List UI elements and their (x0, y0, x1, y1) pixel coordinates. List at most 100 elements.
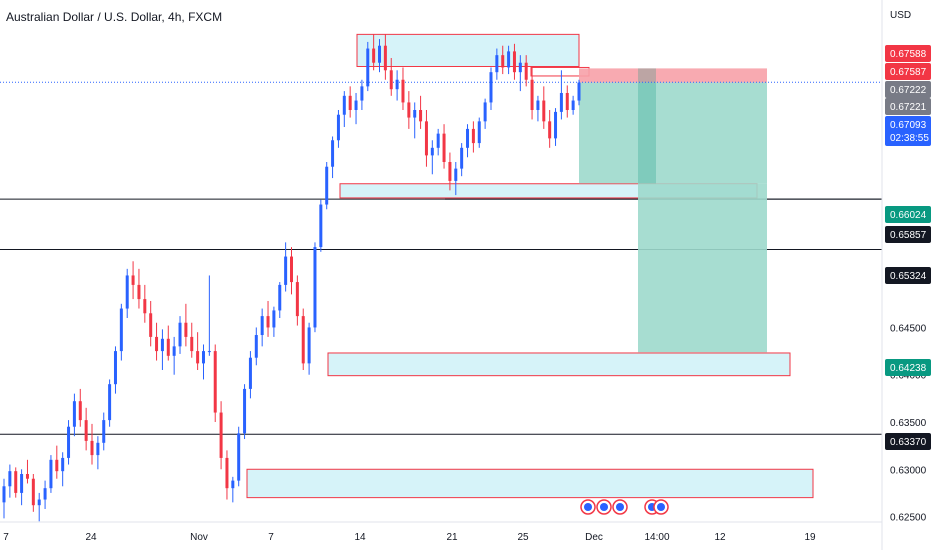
candle-body (571, 100, 575, 110)
currency-label: USD (890, 10, 912, 21)
candle-body (37, 499, 41, 506)
candle-body (207, 351, 211, 353)
candle-body (389, 70, 393, 90)
candle-body (354, 100, 358, 110)
candle-body (61, 457, 65, 472)
candle-body (536, 100, 540, 110)
candle-body (20, 474, 24, 493)
zone-rectangle (356, 33, 580, 68)
candle-body (266, 316, 270, 328)
candle-body (113, 351, 117, 385)
candle-body (166, 338, 170, 356)
candle-body (413, 110, 417, 118)
candle-body (243, 388, 247, 434)
candle-body (278, 284, 282, 311)
price-badge (885, 359, 931, 376)
price-badge-label: 0.63370 (890, 437, 927, 448)
price-badge-label: 0.67093 (890, 120, 927, 131)
candle-body (489, 72, 493, 103)
candle-body (102, 420, 106, 443)
candle-body (96, 442, 100, 456)
price-badge (885, 206, 931, 223)
price-badge (885, 63, 931, 80)
zone-rectangle (246, 468, 814, 499)
price-tick-label: 0.62500 (890, 513, 927, 524)
candle-body (348, 95, 352, 110)
candle-body (360, 86, 364, 101)
candle-body (290, 256, 293, 283)
candle-body (8, 471, 12, 487)
candle-body (55, 459, 59, 472)
candle-body (201, 351, 205, 364)
candle-body (554, 111, 558, 139)
candle-body (483, 102, 487, 122)
candle-body (178, 322, 182, 347)
candle-body (213, 351, 217, 413)
candle-body (507, 51, 511, 68)
candle-body (231, 480, 235, 489)
candle-body (137, 284, 141, 300)
candle-body (284, 256, 288, 285)
candle-body (495, 55, 499, 73)
candle-body (125, 275, 129, 309)
candle-body (542, 100, 546, 122)
time-tick-label: 7 (3, 532, 9, 543)
take-profit-area-extended (638, 183, 767, 353)
candle-body (307, 327, 311, 364)
candle-body (49, 459, 53, 489)
candle-body (31, 478, 35, 506)
candle-body (460, 147, 464, 169)
price-badge-label: 0.65324 (890, 271, 927, 282)
candle-body (160, 338, 164, 352)
candle-body (442, 133, 446, 162)
candle-body (530, 79, 534, 110)
candle-body (383, 45, 387, 71)
price-badge (885, 267, 931, 284)
candle-body (84, 420, 88, 441)
time-tick-label: Nov (190, 532, 208, 543)
candle-body (466, 128, 470, 148)
candle-body (454, 168, 458, 181)
candle-body (471, 128, 475, 144)
price-badge (885, 81, 931, 98)
candle-body (260, 316, 264, 336)
candle-body (342, 95, 346, 115)
price-badge-label: 0.66024 (890, 210, 927, 221)
price-tick-label: 0.64500 (890, 323, 927, 334)
price-badge-label: 0.65857 (890, 230, 927, 241)
candle-body (448, 162, 452, 181)
stop-loss-area (579, 68, 767, 83)
time-tick-label: 25 (517, 532, 529, 543)
candle-body (419, 110, 423, 122)
price-badge-label: 0.67588 (890, 49, 927, 60)
chart-title: Australian Dollar / U.S. Dollar, 4h, FXC… (6, 10, 223, 24)
candle-body (184, 322, 188, 337)
candle-body (407, 102, 411, 118)
candle-body (190, 336, 194, 352)
zone-rectangle (327, 352, 791, 377)
candle-body (372, 48, 376, 63)
candle-body (219, 412, 223, 458)
candle-body (78, 401, 82, 421)
event-markers[interactable] (580, 499, 669, 515)
price-badge-label: 0.64238 (890, 363, 927, 374)
candle-body (67, 426, 71, 458)
time-tick-label: 19 (804, 532, 816, 543)
candle-body (313, 247, 317, 328)
candle-body (237, 433, 241, 481)
candle-body (577, 82, 581, 101)
candle-body (430, 147, 434, 156)
candle-body (331, 140, 335, 167)
candle-body (401, 79, 405, 103)
candle-body (295, 282, 299, 317)
candle-body (559, 92, 563, 112)
candle-body (43, 488, 47, 500)
event-flag-icon (600, 503, 608, 511)
time-highlight-column (638, 68, 656, 184)
price-tick-label: 0.63500 (890, 418, 927, 429)
candle-body (548, 121, 552, 139)
time-axis-ticks: 7 24 Nov 7 14 21 25 Dec 14:00 12 19 (3, 532, 816, 543)
time-tick-label: 21 (446, 532, 458, 543)
short-position-tool[interactable] (579, 68, 767, 353)
